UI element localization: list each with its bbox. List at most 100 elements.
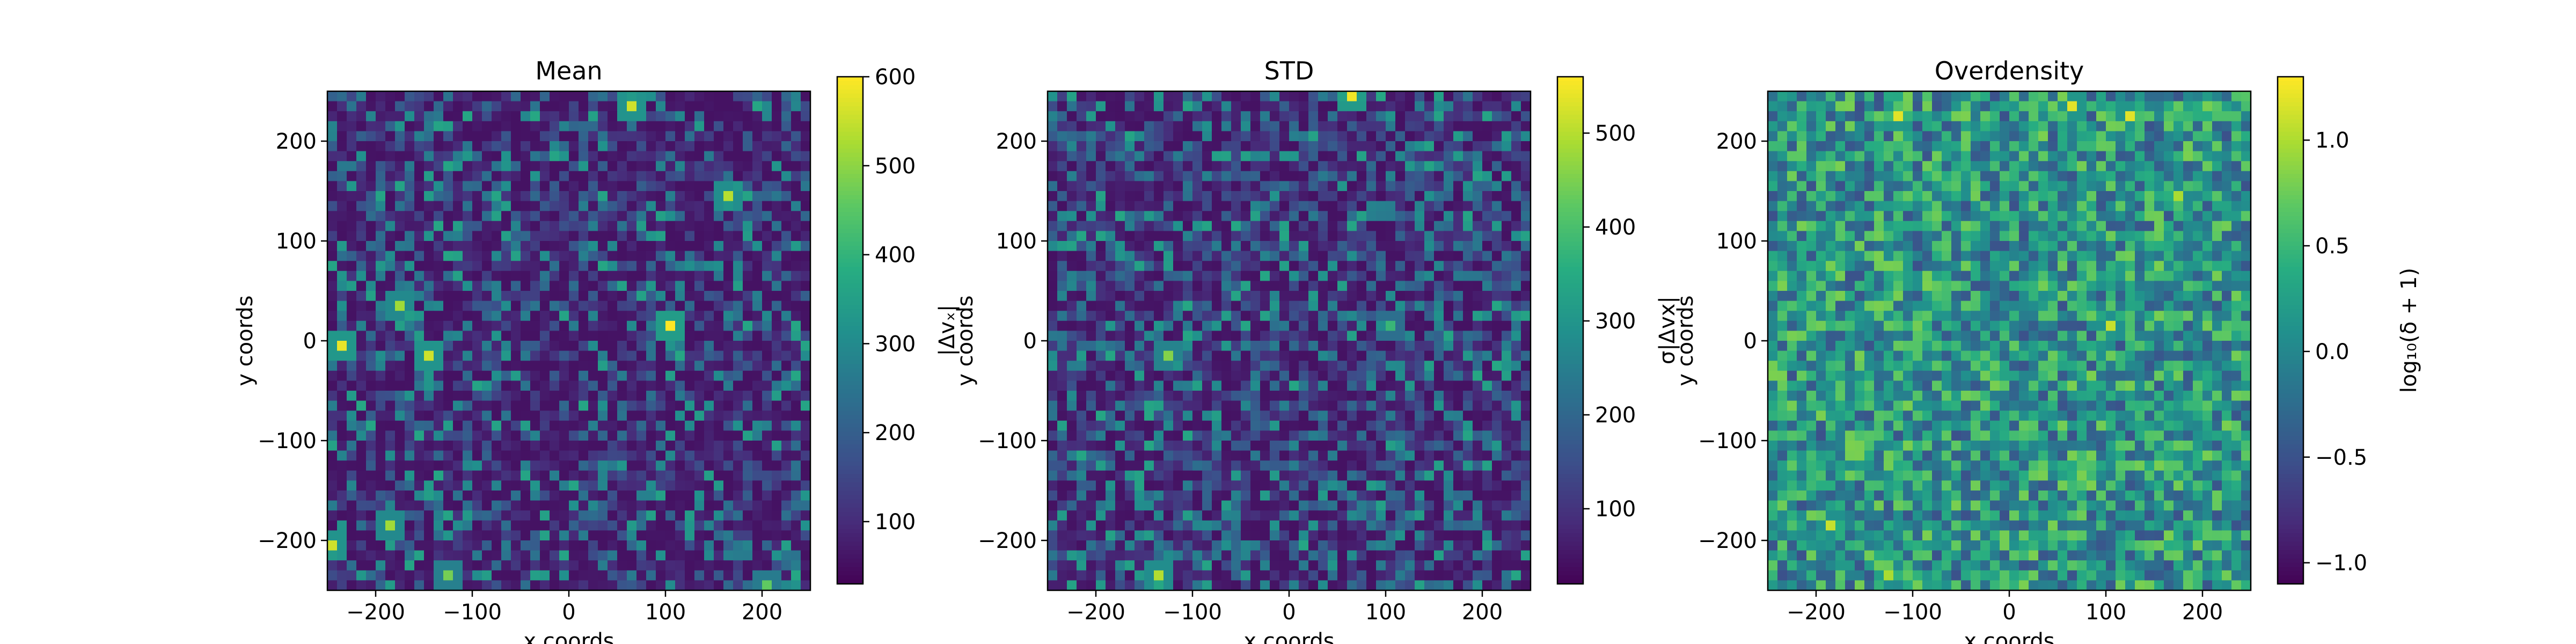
heatmap-cell: [675, 540, 685, 551]
colorbar-tick-label: 100: [875, 510, 916, 535]
heatmap-cell: [434, 191, 444, 202]
colorbar-segment: [837, 106, 863, 111]
heatmap-cell: [801, 251, 811, 261]
heatmap-cell: [1357, 251, 1367, 261]
heatmap-cell: [801, 380, 811, 391]
heatmap-cell: [656, 441, 666, 451]
heatmap-cell: [1395, 131, 1406, 142]
heatmap-cell: [608, 311, 618, 321]
colorbar-segment: [837, 148, 863, 153]
heatmap-cell: [714, 111, 724, 122]
heatmap-cell: [1511, 91, 1521, 102]
heatmap-cell: [1318, 400, 1328, 411]
heatmap-cell: [714, 311, 724, 321]
heatmap-cell: [1473, 470, 1483, 481]
heatmap-cell: [665, 570, 676, 581]
heatmap-cell: [1395, 201, 1406, 211]
heatmap-cell: [723, 391, 734, 401]
heatmap-cell: [1337, 350, 1348, 361]
heatmap-cell: [1154, 171, 1164, 181]
heatmap-cell: [1106, 141, 1116, 152]
heatmap-cell: [1192, 331, 1203, 341]
heatmap-cell: [675, 171, 685, 181]
heatmap-cell: [1163, 131, 1174, 142]
heatmap-cell: [414, 121, 425, 131]
colorbar-segment: [837, 250, 863, 255]
heatmap-cell: [1202, 320, 1212, 331]
heatmap-cell: [675, 470, 685, 481]
heatmap-cell: [1453, 370, 1463, 381]
heatmap-cell: [1135, 480, 1145, 491]
heatmap-cell: [733, 570, 743, 581]
heatmap-cell: [376, 380, 386, 391]
heatmap-cell: [704, 221, 714, 231]
heatmap-cell: [1202, 241, 1212, 252]
heatmap-cell: [1202, 470, 1212, 481]
heatmap-cell: [1163, 101, 1174, 112]
heatmap-cell: [366, 320, 376, 331]
heatmap-cell: [1521, 331, 1531, 341]
heatmap-cell: [1502, 131, 1512, 142]
heatmap-cell: [762, 450, 772, 461]
heatmap-cell: [559, 560, 569, 571]
heatmap-cell: [1473, 261, 1483, 272]
heatmap-cell: [414, 261, 425, 272]
heatmap-cell: [1183, 540, 1193, 551]
heatmap-cell: [501, 281, 511, 291]
heatmap-cell: [1502, 361, 1512, 371]
heatmap-cell: [1395, 121, 1406, 131]
heatmap-cell: [1048, 301, 1058, 311]
heatmap-cell: [1395, 530, 1406, 541]
heatmap-cell: [1106, 131, 1116, 142]
heatmap-cell: [453, 121, 463, 131]
heatmap-cell: [646, 161, 656, 172]
heatmap-cell: [1473, 211, 1483, 222]
heatmap-cell: [463, 211, 473, 222]
heatmap-cell: [1125, 131, 1135, 142]
heatmap-cell: [1337, 141, 1348, 152]
heatmap-cell: [356, 311, 367, 321]
heatmap-cell: [434, 510, 444, 521]
heatmap-cell: [1096, 161, 1106, 172]
heatmap-cell: [1231, 151, 1241, 162]
heatmap-cell: [723, 441, 734, 451]
heatmap-cell: [1115, 181, 1125, 192]
heatmap-cell: [1347, 191, 1357, 202]
heatmap-cell: [347, 201, 357, 211]
heatmap-cell: [1135, 530, 1145, 541]
heatmap-cell: [395, 580, 405, 591]
heatmap-cell: [1086, 540, 1096, 551]
heatmap-cell: [492, 91, 502, 102]
heatmap-cell: [327, 201, 338, 211]
heatmap-cell: [530, 91, 540, 102]
heatmap-cell: [1173, 191, 1183, 202]
heatmap-cell: [704, 121, 714, 131]
heatmap-cell: [1424, 480, 1435, 491]
heatmap-cell: [627, 191, 637, 202]
heatmap-cell: [772, 331, 782, 341]
heatmap-cell: [1337, 270, 1348, 281]
heatmap-cell: [646, 191, 656, 202]
heatmap-cell: [434, 211, 444, 222]
heatmap-cell: [1453, 270, 1463, 281]
heatmap-cell: [1502, 201, 1512, 211]
heatmap-cell: [395, 181, 405, 192]
heatmap-cell: [743, 201, 753, 211]
heatmap-cell: [1463, 370, 1473, 381]
heatmap-cell: [723, 270, 734, 281]
heatmap-cell: [752, 420, 763, 431]
heatmap-cell: [492, 141, 502, 152]
heatmap-cell: [1212, 221, 1222, 231]
heatmap-cell: [356, 420, 367, 431]
heatmap-cell: [521, 350, 531, 361]
heatmap-cell: [1048, 311, 1058, 321]
heatmap-cell: [675, 350, 685, 361]
heatmap-cell: [1096, 320, 1106, 331]
heatmap-cell: [1241, 181, 1251, 192]
heatmap-cell: [1241, 211, 1251, 222]
heatmap-cell: [550, 241, 560, 252]
heatmap-cell: [1067, 121, 1077, 131]
heatmap-cell: [723, 420, 734, 431]
colorbar-segment: [837, 174, 863, 179]
heatmap-cell: [347, 391, 357, 401]
